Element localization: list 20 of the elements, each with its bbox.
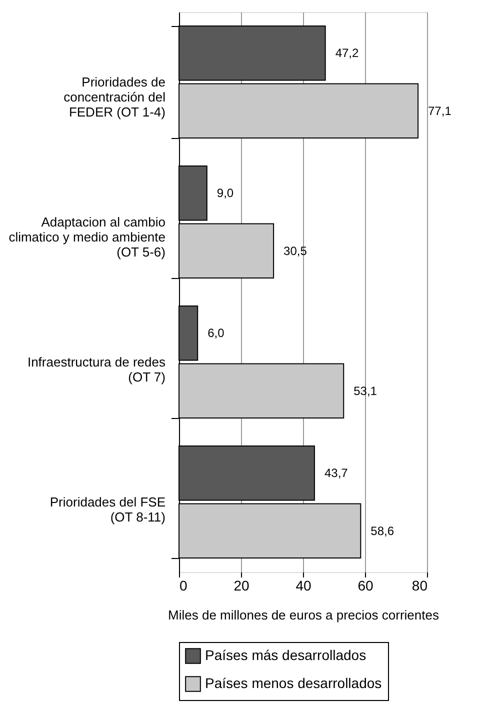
data-label: 47,2 (335, 46, 359, 60)
data-label: 58,6 (370, 524, 394, 538)
data-label: 9,0 (216, 186, 234, 200)
x-axis-title: Miles de millones de euros a precios corrientes (168, 608, 440, 622)
x-tick-label: 40 (296, 578, 312, 594)
x-tick-label: 60 (358, 578, 374, 594)
y-tick-label: Prioridades de concentración del FEDER (OT 1-4) (64, 74, 166, 120)
data-label: 30,5 (284, 244, 308, 258)
x-tick-label: 80 (412, 578, 428, 594)
x-tick-label: 20 (234, 578, 250, 594)
legend-label: Países menos desarrollados (205, 675, 382, 691)
data-label: 77,1 (428, 104, 452, 118)
legend-label: Países más desarrollados (205, 647, 366, 663)
y-tick-label: Adaptacion al cambio climatico y medio ambiente (OT 5-6) (8, 214, 166, 260)
x-tick-label: 0 (180, 578, 188, 594)
data-label: 53,1 (354, 384, 378, 398)
data-label: 43,7 (324, 466, 348, 480)
data-label: 6,0 (208, 326, 225, 340)
y-tick-label: Infraestructura de redes (OT 7) (27, 354, 166, 384)
y-tick-label: Prioridades del FSE (OT 8-11) (50, 494, 166, 524)
